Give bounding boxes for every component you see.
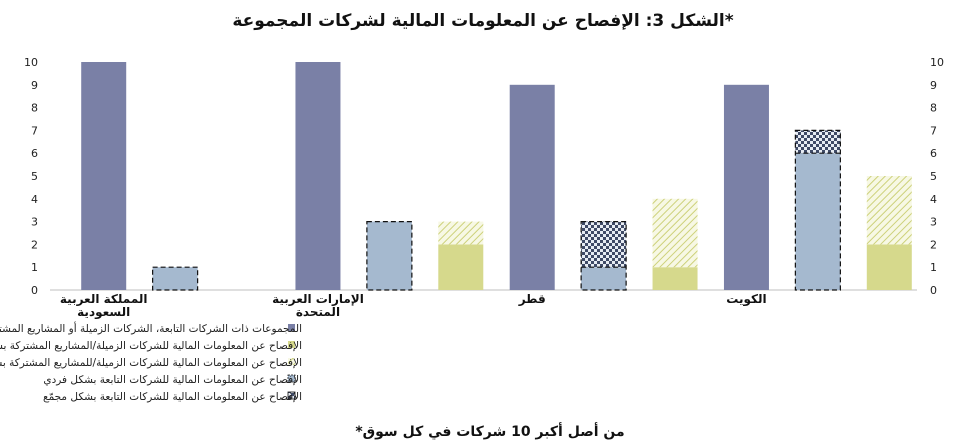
bar-segment-subs_agg [795,130,841,154]
bar-segment-groups [81,62,127,290]
y-tick-left: 0 [31,284,38,297]
y-tick-right: 0 [930,284,937,297]
y-tick-left: 10 [24,56,38,69]
y-tick-right: 2 [930,238,937,251]
y-tick-right: 6 [930,147,937,160]
y-tick-left: 4 [31,193,38,206]
legend-label-assoc_ind: الإفصاح عن المعلومات المالية للشركات الز… [0,340,302,352]
bar-segment-subs_ind [795,153,841,290]
y-tick-right: 4 [930,193,937,206]
bar-segment-subs_ind [152,267,198,290]
bar-outline [794,129,841,291]
bar-segment-assoc_agg [652,198,698,268]
y-tick-left: 3 [31,216,38,229]
legend-label-subs_agg: الإفصاح عن المعلومات المالية للشركات الت… [43,391,302,403]
y-axis-left: 0 1 2 3 4 5 6 7 8 9 10 [24,56,38,297]
y-tick-left: 6 [31,147,38,160]
bar-segment-assoc_ind [866,244,912,290]
bar-segment-assoc_ind [438,244,484,290]
bar-segment-subs_ind [366,221,412,290]
category-label: الإمارات العربية [272,292,364,306]
y-tick-left: 7 [31,124,38,137]
bar-outline [366,221,413,291]
chart-title: الشكل 3: الإفصاح عن المعلومات المالية لش… [232,11,733,31]
bar-outline [152,266,199,291]
bar-segment-assoc_agg [438,221,484,245]
bar-segment-subs_ind [581,267,627,290]
y-tick-right: 3 [930,216,937,229]
legend-swatch-assoc_agg [288,358,295,365]
bar-segment-groups [295,62,341,290]
legend-swatch-subs_agg [287,391,296,400]
y-tick-left: 2 [31,238,38,251]
chart-footnote: *من أصل أكبر 10 شركات في كل سوق [355,422,624,440]
category-label: السعودية [77,305,130,320]
legend-swatch-groups [288,324,295,331]
y-tick-left: 5 [31,170,38,183]
bar-segment-groups [723,84,769,290]
legend-label-assoc_agg: الإفصاح عن المعلومات المالية للشركات الز… [0,357,302,369]
bar-segment-groups [509,84,555,290]
y-tick-left: 1 [31,261,38,274]
y-axis-right: 0 1 2 3 4 5 6 7 8 9 10 [930,56,944,297]
legend-swatch-subs_ind [287,374,296,383]
y-tick-right: 8 [930,102,937,115]
category-label: قطر [518,292,546,306]
y-tick-left: 8 [31,102,38,115]
y-tick-right: 9 [930,79,937,92]
category-label: الكويت [726,292,766,307]
category-label: المتحدة [296,305,340,319]
legend-swatch-assoc_ind [288,341,295,348]
bar-segment-assoc_agg [866,176,912,245]
y-tick-right: 10 [930,56,944,69]
category-label: المملكة العربية [60,292,148,306]
y-tick-right: 7 [930,124,937,137]
y-tick-right: 5 [930,170,937,183]
y-tick-left: 9 [31,79,38,92]
legend: المجموعات ذات الشركات التابعة، الشركات ا… [0,321,302,403]
bar-segment-subs_agg [581,221,627,268]
bar-outline [580,221,627,291]
legend-label-groups: المجموعات ذات الشركات التابعة، الشركات ا… [0,321,302,335]
bar-segment-assoc_ind [652,267,698,290]
y-tick-right: 1 [930,261,937,274]
bars-layer [81,62,912,291]
legend-label-subs_ind: الإفصاح عن المعلومات المالية للشركات الت… [43,374,302,386]
